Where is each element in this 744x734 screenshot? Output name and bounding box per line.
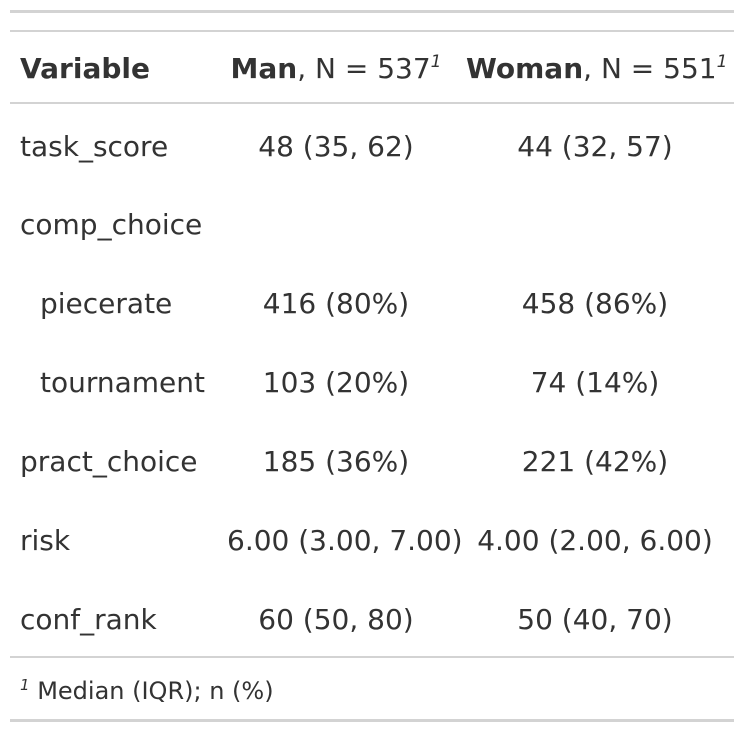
row-label: tournament	[40, 366, 206, 399]
row-woman-value: 4.00 (2.00, 6.00)	[477, 524, 713, 557]
header-variable: Variable	[20, 52, 150, 85]
header-woman: Woman, N = 5511	[466, 52, 727, 86]
row-woman-value: 74 (14%)	[530, 366, 660, 399]
footnote-mark: 1	[20, 676, 30, 694]
table-bottom-rule	[10, 719, 734, 722]
footnote-text: Median (IQR); n (%)	[37, 677, 274, 705]
table-footnote: 1 Median (IQR); n (%)	[20, 675, 274, 707]
row-label: pract_choice	[20, 445, 198, 478]
row-man-value: 6.00 (3.00, 7.00)	[227, 524, 463, 557]
row-man-value: 48 (35, 62)	[258, 130, 414, 163]
row-woman-value: 44 (32, 57)	[517, 130, 673, 163]
row-man-value: 185 (36%)	[262, 445, 410, 478]
body-bottom-rule	[10, 656, 734, 658]
header-woman-n: , N = 551	[583, 52, 717, 85]
header-woman-label: Woman	[466, 52, 584, 85]
header-bottom-rule	[10, 102, 734, 104]
row-label: risk	[20, 524, 71, 557]
header-man-footnote-mark: 1	[430, 52, 442, 72]
header-man: Man, N = 5371	[227, 52, 445, 86]
row-woman-value: 221 (42%)	[521, 445, 669, 478]
row-woman-value: 458 (86%)	[521, 287, 669, 320]
row-label: piecerate	[40, 287, 173, 320]
header-man-label: Man	[230, 52, 298, 85]
header-man-n: , N = 537	[297, 52, 431, 85]
row-man-value: 60 (50, 80)	[258, 603, 414, 636]
row-woman-value: 50 (40, 70)	[517, 603, 673, 636]
row-man-value: 103 (20%)	[262, 366, 410, 399]
row-label: conf_rank	[20, 603, 157, 636]
row-man-value: 416 (80%)	[262, 287, 410, 320]
header-woman-footnote-mark: 1	[716, 52, 728, 72]
row-label: task_score	[20, 130, 169, 163]
row-label: comp_choice	[20, 208, 203, 241]
header-top-rule	[10, 30, 734, 32]
table-top-rule	[10, 10, 734, 13]
